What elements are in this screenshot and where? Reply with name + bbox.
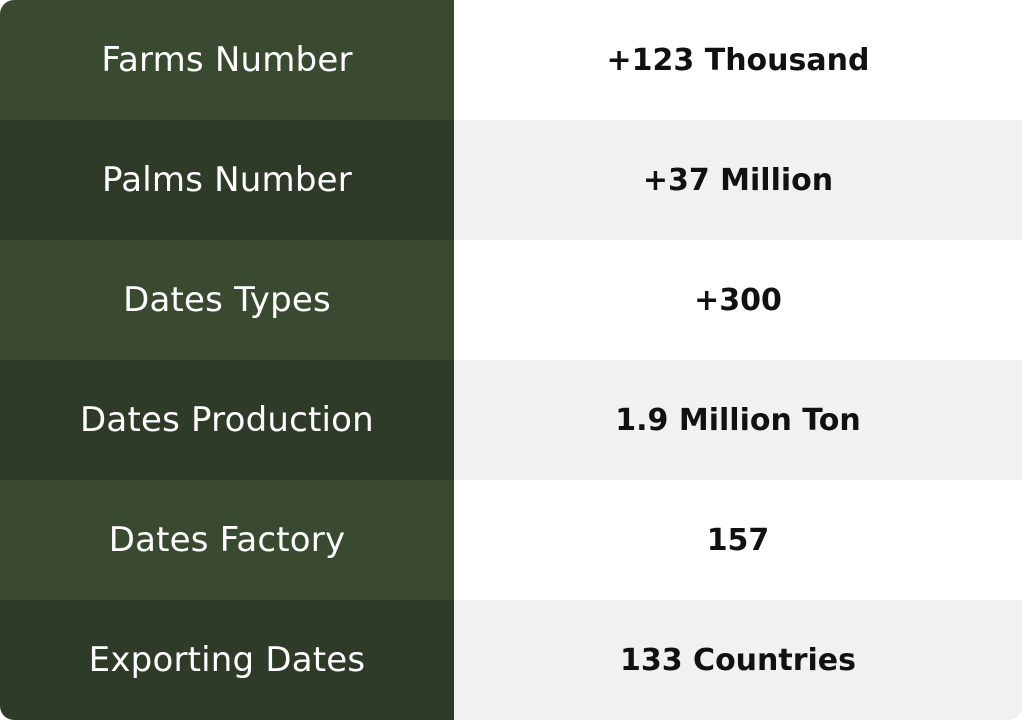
- row-label-dates-production: Dates Production: [0, 360, 454, 480]
- row-label-farms-number: Farms Number: [0, 0, 454, 120]
- row-value-exporting-dates: 133 Countries: [454, 600, 1022, 720]
- table-row: Palms Number +37 Million: [0, 120, 1022, 240]
- table-row: Dates Types +300: [0, 240, 1022, 360]
- row-label-exporting-dates: Exporting Dates: [0, 600, 454, 720]
- row-value-dates-types: +300: [454, 240, 1022, 360]
- table-row: Farms Number +123 Thousand: [0, 0, 1022, 120]
- table-row: Dates Production 1.9 Million Ton: [0, 360, 1022, 480]
- row-label-dates-factory: Dates Factory: [0, 480, 454, 600]
- table-row: Exporting Dates 133 Countries: [0, 600, 1022, 720]
- table-row: Dates Factory 157: [0, 480, 1022, 600]
- row-value-dates-factory: 157: [454, 480, 1022, 600]
- row-value-farms-number: +123 Thousand: [454, 0, 1022, 120]
- row-value-palms-number: +37 Million: [454, 120, 1022, 240]
- row-label-dates-types: Dates Types: [0, 240, 454, 360]
- row-label-palms-number: Palms Number: [0, 120, 454, 240]
- row-value-dates-production: 1.9 Million Ton: [454, 360, 1022, 480]
